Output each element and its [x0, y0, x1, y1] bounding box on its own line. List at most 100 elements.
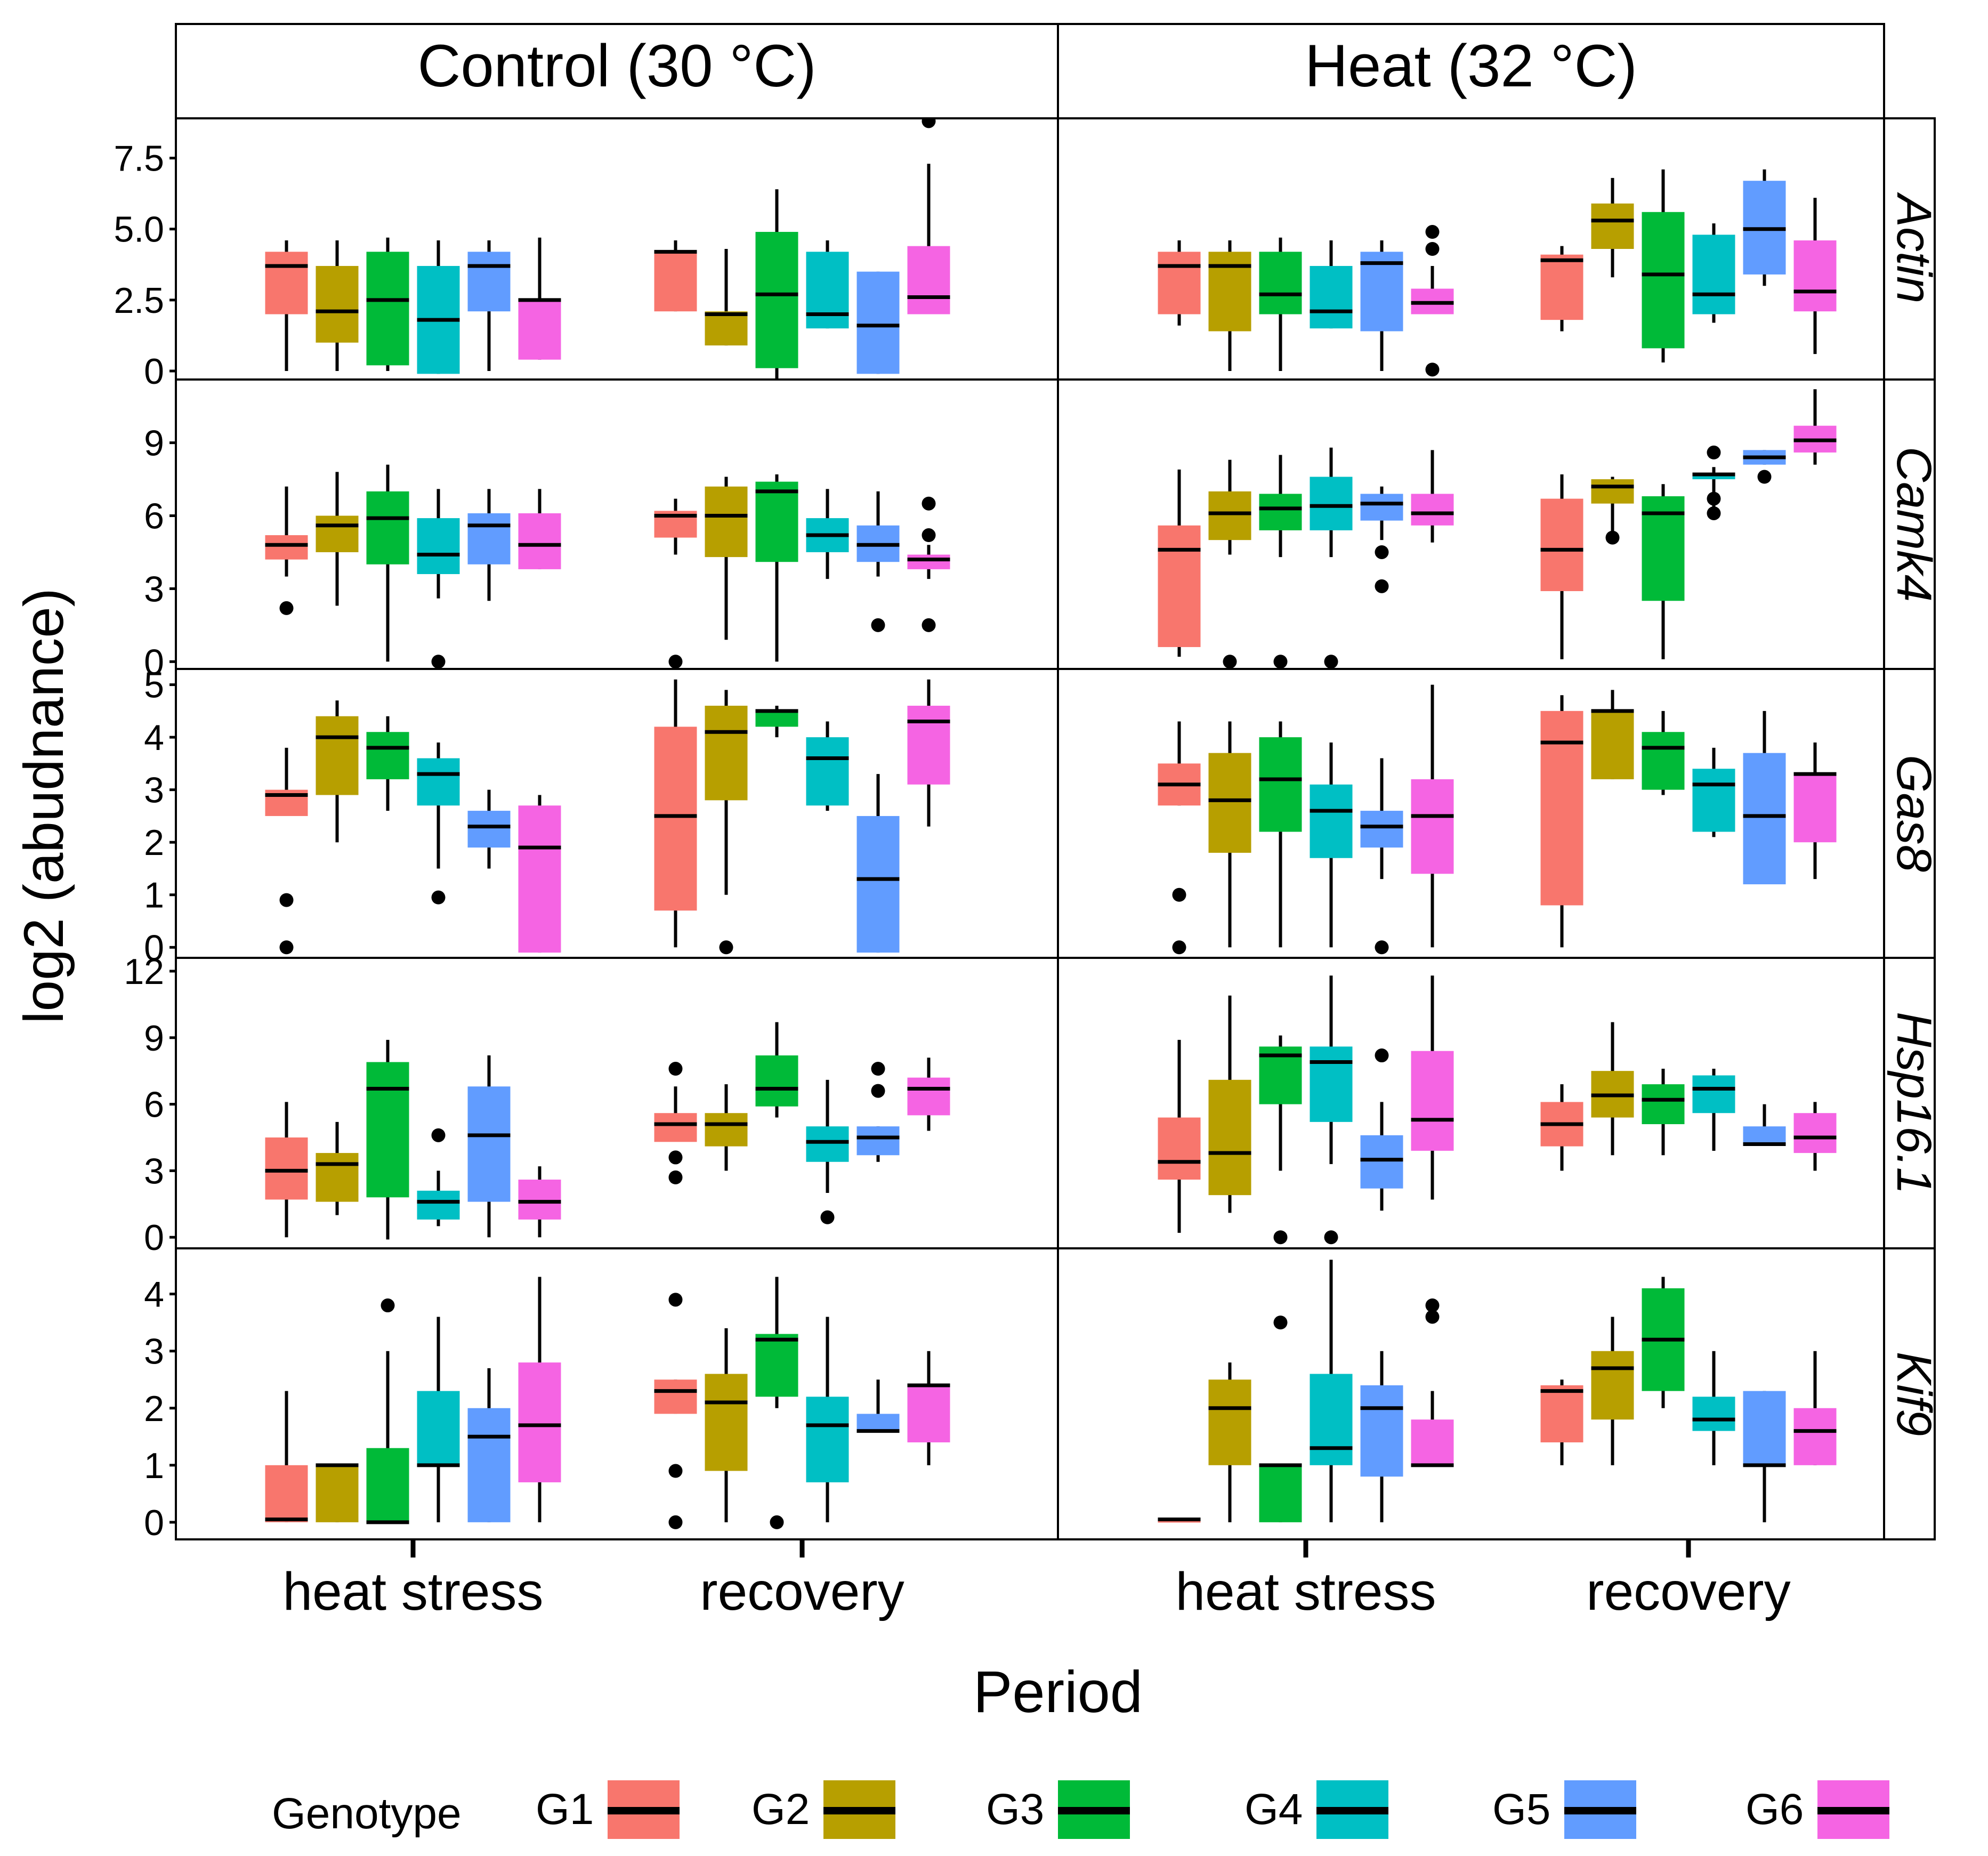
outlier-point [1375, 579, 1389, 593]
outlier-point [770, 1515, 784, 1529]
box-iqr [1208, 753, 1251, 853]
box-iqr [1692, 1397, 1735, 1431]
outlier-point [668, 1293, 683, 1307]
box-iqr [316, 265, 359, 343]
y-tick-label: 4 [144, 717, 164, 758]
box-iqr [755, 1334, 798, 1397]
y-tick-label: 1 [144, 1446, 164, 1486]
box-iqr [518, 1180, 561, 1220]
outlier-point [1273, 655, 1288, 669]
box-iqr [806, 737, 849, 806]
y-tick-label: 6 [144, 496, 164, 537]
outlier-point [1425, 225, 1440, 239]
outlier-point [1425, 1310, 1440, 1324]
box-iqr [1743, 1126, 1786, 1144]
outlier-point [1707, 445, 1721, 459]
box-iqr [1310, 784, 1353, 858]
box-iqr [1208, 1379, 1251, 1465]
box-iqr [1259, 1465, 1302, 1522]
box-iqr [1158, 252, 1201, 314]
outlier-point [922, 528, 936, 543]
outlier-point [279, 940, 294, 955]
facet-strip-label: Heat (32 °C) [1305, 33, 1637, 99]
outlier-point [871, 1084, 885, 1098]
outlier-point [431, 890, 446, 905]
y-tick-label: 2.5 [114, 280, 164, 321]
outlier-point [1375, 940, 1389, 955]
box-iqr [518, 300, 561, 360]
box-iqr [1591, 203, 1634, 249]
outlier-point [279, 601, 294, 615]
legend-label: G2 [751, 1785, 810, 1834]
outlier-point [1425, 362, 1440, 377]
box-iqr [1793, 1408, 1837, 1465]
box-iqr [1642, 212, 1685, 349]
outlier-point [922, 618, 936, 632]
outlier-point [668, 1515, 683, 1529]
box-iqr [1259, 252, 1302, 314]
legend-label: G5 [1492, 1785, 1550, 1834]
box-iqr [1540, 254, 1583, 320]
gene-strip [1883, 378, 1936, 670]
box-iqr [265, 252, 308, 314]
x-tick-label: heat stress [1175, 1562, 1436, 1621]
box-iqr [1208, 491, 1251, 540]
y-axis-title: log2 (abudnance) [13, 588, 75, 1023]
y-tick-label: 0 [144, 642, 164, 682]
y-tick-label: 0 [144, 1503, 164, 1543]
box-iqr [806, 252, 849, 329]
box-iqr [1692, 769, 1735, 832]
box-iqr [806, 1126, 849, 1162]
legend-label: G6 [1745, 1785, 1804, 1834]
box-iqr [467, 1086, 511, 1202]
box-iqr [1642, 1084, 1685, 1125]
y-tick-label: 1 [144, 875, 164, 916]
legend-title: Genotype [272, 1789, 462, 1838]
gene-strip [1883, 1247, 1936, 1540]
box-iqr [755, 711, 798, 727]
box-iqr [1259, 494, 1302, 530]
y-tick-label: 0 [144, 927, 164, 968]
box-iqr [1158, 1117, 1201, 1180]
box-iqr [1310, 1374, 1353, 1465]
gene-strip-label: Actin [1887, 192, 1941, 304]
box-iqr [907, 1385, 950, 1442]
box-iqr [907, 554, 950, 569]
box-iqr [1540, 1385, 1583, 1442]
y-tick-label: 3 [144, 1332, 164, 1372]
outlier-point [1757, 470, 1772, 484]
box-iqr [654, 1379, 697, 1414]
box-iqr [705, 311, 748, 346]
y-tick-label: 4 [144, 1274, 164, 1315]
box-iqr [417, 518, 460, 575]
box-iqr [1540, 711, 1583, 906]
gene-strip-label: Camk4 [1887, 447, 1941, 602]
outlier-point [381, 1298, 395, 1313]
gene-strip-label: Gas8 [1887, 755, 1941, 872]
box-iqr [1411, 1419, 1454, 1465]
y-tick-label: 5 [144, 665, 164, 706]
box-iqr [1310, 265, 1353, 329]
box-iqr [366, 252, 409, 366]
outlier-point [1172, 940, 1186, 955]
box-iqr [366, 732, 409, 779]
x-tick-label: recovery [700, 1562, 904, 1621]
box-iqr [366, 491, 409, 564]
box-iqr [316, 1153, 359, 1202]
box-iqr [467, 252, 511, 312]
y-tick-label: 3 [144, 770, 164, 811]
box-iqr [1692, 1075, 1735, 1113]
box-iqr [1310, 477, 1353, 530]
outlier-point [668, 1062, 683, 1076]
outlier-point [431, 655, 446, 669]
box-iqr [907, 246, 950, 314]
y-tick-label: 3 [144, 569, 164, 609]
box-iqr [1310, 1046, 1353, 1122]
box-iqr [518, 805, 561, 953]
box-iqr [1208, 252, 1251, 332]
box-iqr [467, 513, 511, 564]
box-iqr [1591, 479, 1634, 504]
x-axis-title: Period [973, 1659, 1143, 1725]
box-iqr [705, 1113, 748, 1147]
y-tick-label: 9 [144, 1018, 164, 1059]
